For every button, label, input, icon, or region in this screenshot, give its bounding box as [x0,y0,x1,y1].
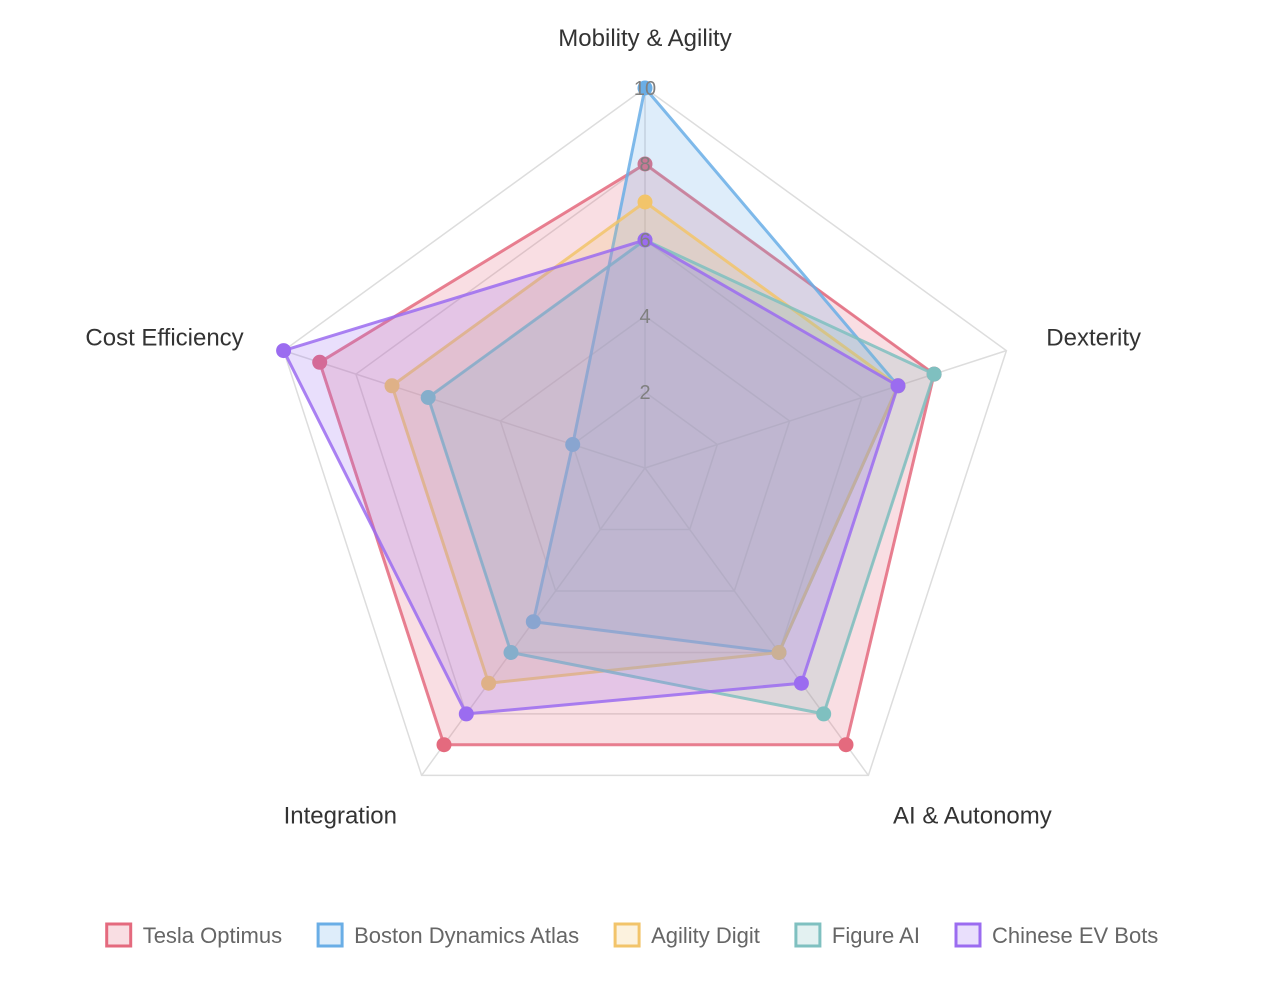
data-point-0-4[interactable] [312,354,328,370]
legend-swatch-2 [613,922,641,948]
tick-label-1: 4 [639,306,650,328]
data-point-4-1[interactable] [890,378,906,394]
data-point-2-3[interactable] [481,675,497,691]
axis-label-1: Dexterity [1046,325,1141,352]
tick-label-2: 6 [639,230,650,252]
data-point-4-4[interactable] [276,343,292,359]
series-area-4 [282,238,900,716]
tick-label-4: 10 [634,78,656,100]
legend-swatch-3 [794,922,822,948]
grid-ring-1 [499,315,791,592]
data-point-4-2[interactable] [793,675,809,691]
chart-legend: Tesla Optimus Boston Dynamics Atlas Agilit… [105,922,1158,948]
data-point-1-4[interactable] [565,437,581,452]
grid-spoke-1 [644,349,1007,469]
tick-label-3: 8 [639,154,650,176]
series-0 [312,156,942,753]
data-point-2-2[interactable] [771,645,787,660]
legend-label-2: Agility Digit [651,923,760,948]
legend-swatch-1 [316,922,344,948]
data-point-0-2[interactable] [838,737,854,753]
axis-label-4: Cost Efficiency [85,325,243,352]
data-point-1-3[interactable] [525,614,541,630]
legend-label-3: Figure AI [832,923,920,948]
series-area-3 [426,238,936,716]
legend-item-2[interactable]: Agility Digit [613,922,760,948]
legend-label-0: Tesla Optimus [143,923,282,948]
legend-swatch-0 [105,922,133,948]
series-2 [384,194,906,691]
legend-item-4[interactable]: Chinese EV Bots [954,922,1158,948]
radar-ticks: 2 4 6 8 10 [634,78,656,404]
grid-ring-4 [282,87,1008,777]
data-point-0-3[interactable] [436,737,452,753]
series-area-0 [318,162,936,747]
data-point-1-0[interactable] [637,80,653,96]
data-point-3-4[interactable] [420,390,436,405]
data-point-3-2[interactable] [816,706,832,722]
radar-series [276,80,942,753]
grid-spoke-2 [644,467,870,776]
series-1 [525,80,906,660]
grid-spoke-4 [283,349,646,469]
legend-swatch-4 [954,922,982,948]
legend-label-1: Boston Dynamics Atlas [354,923,579,948]
data-point-4-0[interactable] [637,232,653,248]
tick-label-0: 2 [639,382,650,404]
series-4 [276,232,906,722]
radar-axis-labels: Mobility & Agility Dexterity AI & Autonomy… [85,25,1141,829]
legend-item-1[interactable]: Boston Dynamics Atlas [316,922,579,948]
data-point-0-0[interactable] [637,156,653,172]
data-point-3-1[interactable] [926,366,942,382]
legend-label-4: Chinese EV Bots [992,923,1158,948]
axis-label-3: Integration [284,802,397,829]
legend-item-3[interactable]: Figure AI [794,922,920,948]
data-point-3-3[interactable] [503,645,519,660]
axis-label-0: Mobility & Agility [558,25,731,52]
grid-ring-0 [571,391,719,531]
series-area-2 [390,200,900,685]
data-point-4-3[interactable] [458,706,474,722]
axis-label-2: AI & Autonomy [893,802,1052,829]
data-point-2-0[interactable] [637,194,653,210]
legend-item-0[interactable]: Tesla Optimus [105,922,282,948]
data-point-2-4[interactable] [384,378,400,394]
